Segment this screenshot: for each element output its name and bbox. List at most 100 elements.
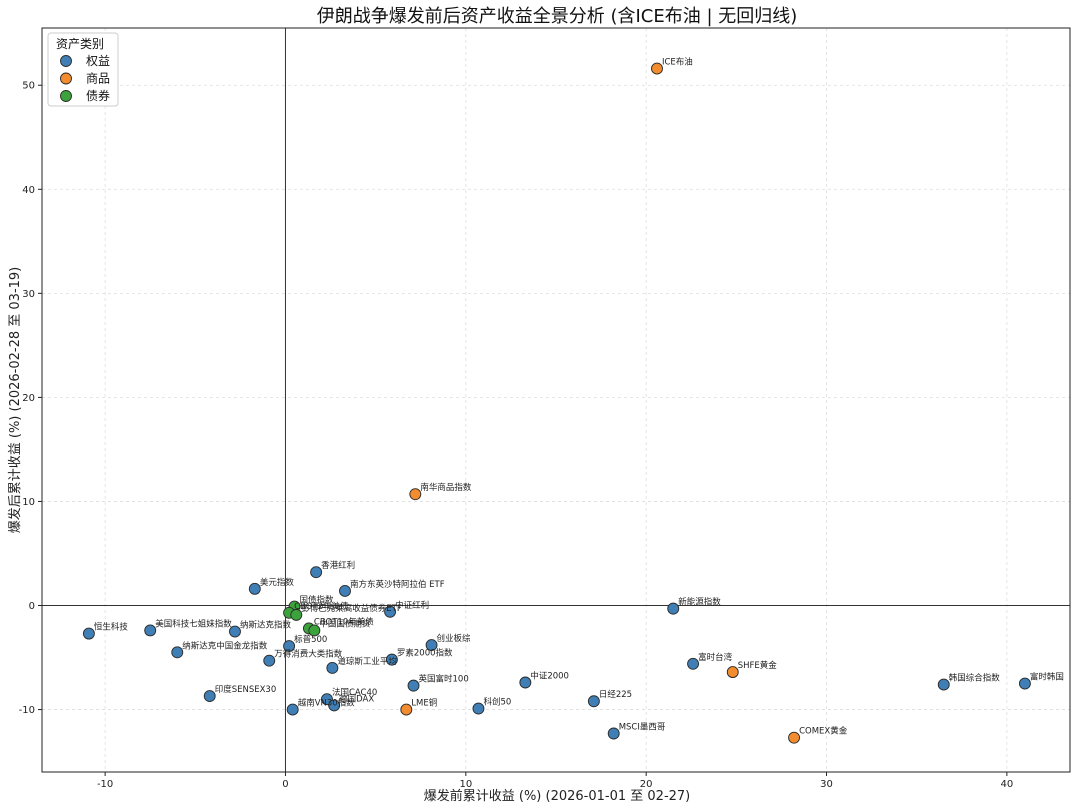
plot-frame xyxy=(41,27,1071,773)
legend-label: 权益 xyxy=(86,54,110,68)
data-label: 国债指数 xyxy=(299,595,334,606)
data-label: 富时韩国 xyxy=(1030,672,1064,683)
data-point xyxy=(203,690,216,702)
data-label: 中证2000 xyxy=(530,671,569,682)
y-tick-label: -10 xyxy=(19,705,35,716)
data-point xyxy=(328,699,341,712)
data-point xyxy=(144,624,157,637)
data-label: 万得消费大类指数 xyxy=(274,649,343,660)
data-label: 法国CAC40 xyxy=(332,687,377,698)
data-point xyxy=(587,695,600,708)
data-point xyxy=(339,584,351,597)
data-label: 日经225 xyxy=(599,689,632,700)
data-point xyxy=(326,661,339,674)
data-label: 道琼斯工业平均 xyxy=(337,656,397,667)
data-label: MSCI墨西哥 xyxy=(619,722,666,732)
data-point xyxy=(400,703,413,716)
grid-lines xyxy=(42,28,1070,772)
data-point xyxy=(687,657,700,670)
y-tick-label: 30 xyxy=(22,289,35,300)
data-label: COMEX黄金 xyxy=(799,726,848,737)
legend-box xyxy=(47,32,119,107)
x-tick-label: 0 xyxy=(282,779,288,790)
data-point xyxy=(308,624,321,637)
data-point xyxy=(310,566,323,579)
data-point xyxy=(651,62,663,75)
data-point xyxy=(407,679,420,692)
data-label: 美国科技七姐妹指数 xyxy=(155,618,232,629)
data-label: 标普500 xyxy=(294,634,327,645)
data-point xyxy=(286,703,299,716)
data-label: SHFE黄金 xyxy=(738,660,778,671)
data-label: 韩国综合指数 xyxy=(949,673,1001,684)
axis-ticks: -10 0 10 20 30 40 -10 0 10 20 30 40 50 xyxy=(19,81,1014,790)
data-label: ICE布油 xyxy=(662,57,693,68)
data-point xyxy=(283,640,296,653)
legend-marker xyxy=(60,72,72,85)
data-point xyxy=(409,488,422,501)
data-point xyxy=(726,666,739,679)
data-label: CBOT2年美债 xyxy=(294,601,349,612)
data-label: 香港红利 xyxy=(321,560,355,571)
data-point xyxy=(937,678,950,691)
data-label: 南方东英沙特阿拉伯 ETF xyxy=(350,579,445,590)
data-label: 中证红利 xyxy=(395,600,429,611)
data-point xyxy=(248,582,261,595)
legend-title: 资产类别 xyxy=(56,37,104,51)
x-tick-label: 30 xyxy=(820,779,833,790)
data-label: LME铜 xyxy=(411,698,437,709)
y-tick-label: 20 xyxy=(22,393,35,404)
legend-marker xyxy=(60,55,72,67)
y-axis-title: 爆发后累计收益 (%) (2026-02-28 至 03-19) xyxy=(7,267,23,534)
data-label: 德国DAX xyxy=(339,693,374,704)
data-label: 纳斯达克中国金龙指数 xyxy=(182,640,268,651)
data-label: 富时台湾 xyxy=(698,652,733,663)
data-point xyxy=(607,727,620,740)
x-tick-label: 10 xyxy=(459,779,472,790)
data-label: 恒生科技 xyxy=(94,622,129,633)
y-tick-label: 0 xyxy=(29,601,35,612)
x-tick-label: -10 xyxy=(97,779,113,790)
data-label: 英国富时100 xyxy=(419,674,469,685)
data-label: 新能源指数 xyxy=(678,597,721,608)
data-point xyxy=(425,639,438,652)
data-label: 纳斯达克指数 xyxy=(240,620,292,631)
y-tick-label: 40 xyxy=(22,185,35,196)
data-label: 越南VN30指数 xyxy=(298,698,355,709)
x-tick-label: 40 xyxy=(1001,779,1014,790)
data-label: 南华商品指数 xyxy=(420,482,472,493)
data-point xyxy=(290,608,303,621)
data-point xyxy=(1018,677,1031,690)
data-points xyxy=(82,62,1031,744)
data-point xyxy=(171,646,184,659)
data-label: 罗素2000指数 xyxy=(397,648,453,659)
y-tick-label: 10 xyxy=(22,497,35,508)
data-label: 科创50 xyxy=(483,697,511,708)
data-point xyxy=(229,625,241,638)
data-point xyxy=(82,627,95,640)
chart-title: 伊朗战争爆发前后资产收益全景分析 (含ICE布油 | 无回归线) xyxy=(317,6,798,27)
data-point xyxy=(384,605,397,618)
data-point xyxy=(472,702,485,715)
x-tick-label: 20 xyxy=(640,779,653,790)
legend-marker xyxy=(60,90,72,102)
data-point xyxy=(385,653,398,666)
x-axis-title: 爆发前累计收益 (%) (2026-01-01 至 02-27) xyxy=(424,788,691,804)
legend-label: 债券 xyxy=(86,88,110,103)
y-tick-label: 50 xyxy=(22,81,35,92)
data-point xyxy=(667,602,680,615)
data-label: 印度SENSEX30 xyxy=(215,684,277,695)
data-label: 中国国债期货 xyxy=(319,618,371,629)
data-point xyxy=(519,676,532,689)
data-label: 美元指数 xyxy=(260,577,295,588)
data-label: 彭博巴克莱高收益债券ETF xyxy=(301,603,402,614)
zero-lines xyxy=(42,28,1070,772)
legend-label: 商品 xyxy=(86,71,110,86)
data-label: 创业板综 xyxy=(437,633,472,644)
data-point xyxy=(788,731,801,744)
data-point xyxy=(263,654,276,667)
data-label: CBOT10年美债 xyxy=(314,616,374,627)
